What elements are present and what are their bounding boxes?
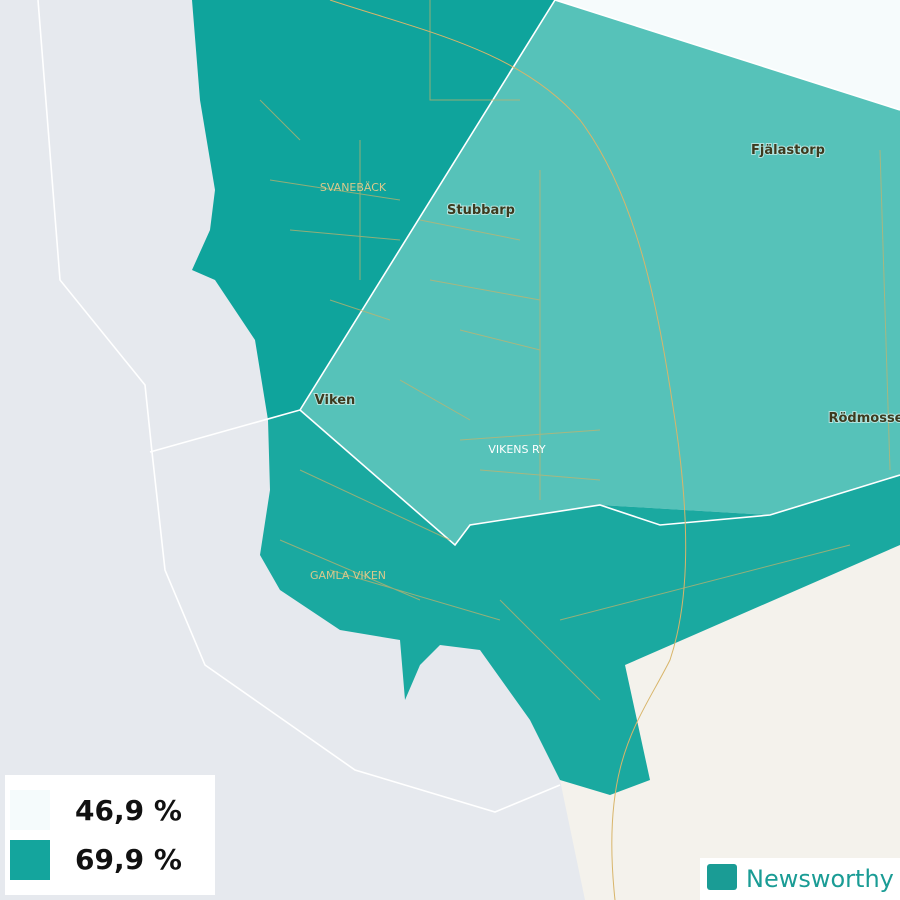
streets	[259, 0, 891, 701]
region-border	[149, 0, 556, 453]
highway	[329, 0, 687, 900]
legend-swatch	[10, 790, 50, 830]
place-label: Rödmosse	[828, 411, 900, 426]
region-border	[554, 0, 900, 111]
region-border	[299, 409, 900, 547]
legend: 46,9 % 69,9 %	[5, 775, 215, 895]
region-svaneback	[192, 0, 555, 420]
legend-label: 69,9 %	[75, 843, 182, 876]
brand-icon	[707, 864, 737, 890]
place-label: Fjälastorp	[751, 143, 825, 158]
brand-name: Newsworthy	[746, 865, 894, 893]
legend-label: 46,9 %	[75, 794, 182, 827]
water-border	[37, 0, 561, 813]
brand: Newsworthy	[700, 858, 900, 900]
place-label: Stubbarp	[447, 203, 515, 218]
place-label: SVANEBÄCK	[320, 181, 387, 194]
land-east	[560, 545, 900, 900]
legend-swatch	[10, 840, 50, 880]
region-gamla-viken	[260, 410, 900, 795]
place-label: Viken	[315, 393, 356, 408]
place-label: VIKENS RY	[488, 443, 546, 456]
place-label: GAMLA VIKEN	[310, 569, 386, 582]
